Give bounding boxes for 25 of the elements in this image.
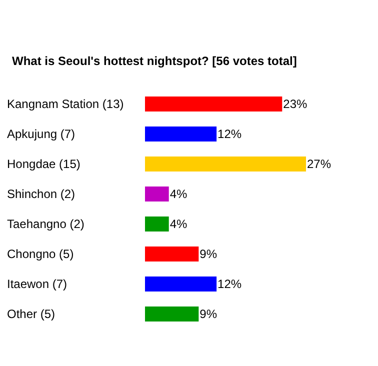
bar <box>145 276 217 292</box>
bar <box>145 216 169 232</box>
data-label: 9% <box>200 247 218 261</box>
y-tick-label: Kangnam Station (13) <box>7 97 124 111</box>
y-tick-label: Itaewon (7) <box>7 277 68 291</box>
bar <box>145 156 306 172</box>
bar <box>145 186 169 202</box>
bar <box>145 126 217 142</box>
chart-title: What is Seoul's hottest nightspot? [56 votes total] <box>12 54 297 68</box>
y-tick-label: Hongdae (15) <box>7 157 80 171</box>
y-tick-label: Chongno (5) <box>7 247 74 261</box>
data-label: 27% <box>307 157 332 171</box>
bar <box>145 96 282 112</box>
bar <box>145 306 199 322</box>
y-tick-label: Apkujung (7) <box>7 127 76 141</box>
data-label: 4% <box>170 217 188 231</box>
y-tick-label: Taehangno (2) <box>7 217 84 231</box>
data-label: 4% <box>170 187 188 201</box>
bar <box>145 246 199 262</box>
data-label: 23% <box>283 97 308 111</box>
data-label: 12% <box>218 277 242 291</box>
y-tick-label: Shinchon (2) <box>7 187 76 201</box>
y-tick-label: Other (5) <box>7 307 56 321</box>
data-label: 12% <box>218 127 242 141</box>
data-label: 9% <box>200 307 218 321</box>
